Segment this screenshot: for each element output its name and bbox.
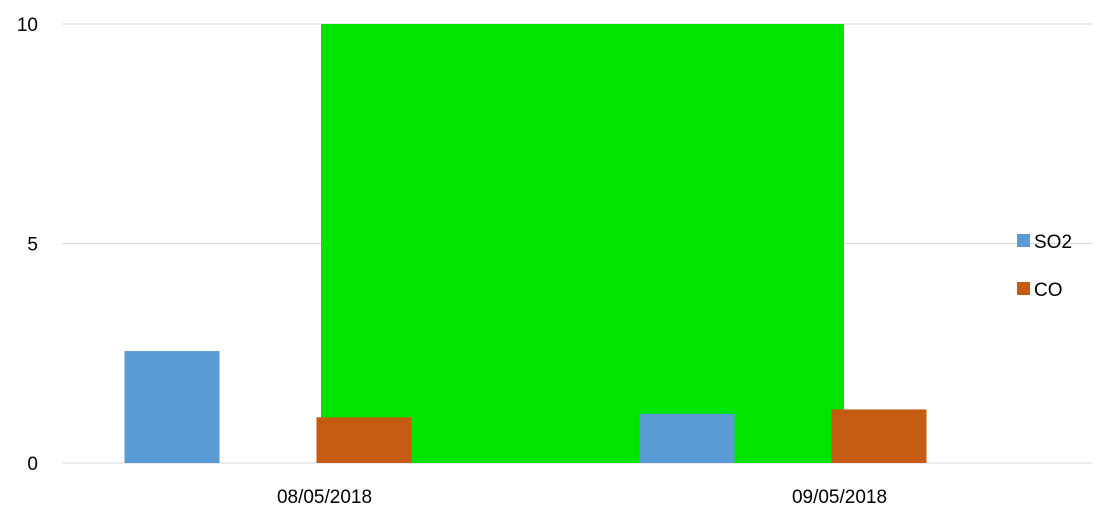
legend: SO2 CO xyxy=(1017,232,1072,301)
legend-label-co: CO xyxy=(1034,280,1063,301)
bar-co-1 xyxy=(316,417,412,463)
legend-item-co: CO xyxy=(1017,280,1063,301)
green-highlight-band xyxy=(321,24,844,463)
y-axis-ticks: 0 5 10 xyxy=(17,15,38,475)
y-tick-label-5: 5 xyxy=(27,235,38,256)
x-axis-ticks: 08/05/2018 09/05/2018 xyxy=(277,487,887,508)
bars xyxy=(124,351,927,463)
bar-so2-2 xyxy=(639,413,735,463)
x-tick-label-2: 09/05/2018 xyxy=(792,487,887,508)
legend-swatch-co xyxy=(1017,282,1030,295)
legend-swatch-so2 xyxy=(1017,234,1030,247)
bar-so2-1 xyxy=(124,351,220,463)
legend-item-so2: SO2 xyxy=(1017,232,1072,253)
y-tick-label-0: 0 xyxy=(27,454,38,475)
bar-co-2 xyxy=(831,409,927,463)
legend-label-so2: SO2 xyxy=(1034,232,1072,253)
x-tick-label-1: 08/05/2018 xyxy=(277,487,372,508)
y-tick-label-10: 10 xyxy=(17,15,38,36)
